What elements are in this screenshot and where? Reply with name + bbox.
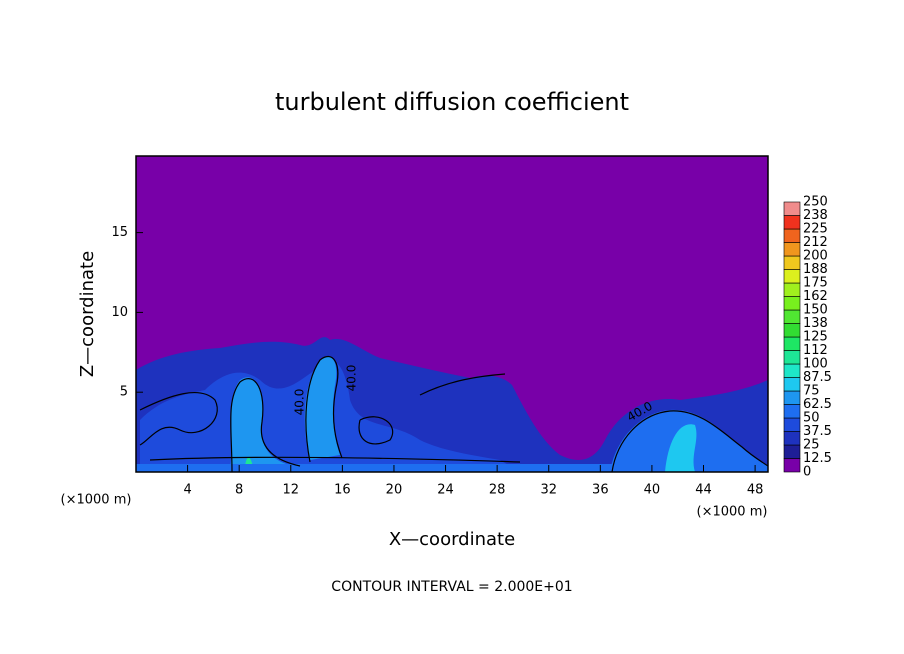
y-tick-label: 10 <box>111 305 128 320</box>
colorbar-label: 75 <box>803 384 820 399</box>
colorbar-label: 150 <box>803 303 828 318</box>
field <box>136 156 769 473</box>
y-tick-label: 5 <box>120 385 128 400</box>
colorbar-label: 62.5 <box>803 397 832 412</box>
y-tick-label: 15 <box>111 225 128 240</box>
colorbar-bin <box>783 363 801 378</box>
x-tick-label: 44 <box>695 483 712 498</box>
colorbar-bin <box>783 458 801 473</box>
colorbar-bin <box>783 323 801 338</box>
colorbar-label: 162 <box>803 289 828 304</box>
x-tick-label: 32 <box>540 483 557 498</box>
chart-title: turbulent diffusion coefficient <box>275 88 629 116</box>
x-tick-label: 8 <box>235 483 243 498</box>
colorbar-bin <box>783 242 801 257</box>
colorbar-label: 238 <box>803 208 828 223</box>
colorbar-bin <box>783 350 801 365</box>
colorbar-label: 0 <box>803 465 811 480</box>
colorbar-label: 200 <box>803 249 828 264</box>
light-region <box>230 377 300 472</box>
plot-frame <box>135 155 769 473</box>
colorbar-label: 25 <box>803 438 820 453</box>
colorbar-label: 87.5 <box>803 370 832 385</box>
light-region <box>136 464 656 472</box>
unit-label: (×1000 m) <box>61 493 132 508</box>
x-tick-label: 20 <box>386 483 403 498</box>
colorbar-label: 188 <box>803 262 828 277</box>
colorbar-label: 37.5 <box>803 424 832 439</box>
x-tick-label: 28 <box>489 483 506 498</box>
x-axis-label: X—coordinate <box>389 529 515 550</box>
colorbar-label: 250 <box>803 195 828 210</box>
colorbar-label: 50 <box>803 411 820 426</box>
x-tick-label: 12 <box>283 483 300 498</box>
x-tick-label: 48 <box>747 483 764 498</box>
colorbar-bin <box>783 282 801 297</box>
contour-label: 40.0 <box>345 365 359 392</box>
colorbar-bin <box>783 417 801 432</box>
colorbar-label: 125 <box>803 330 828 345</box>
colorbar-bin <box>783 309 801 324</box>
colorbar-bin <box>783 201 801 216</box>
y-axis-label: Z—coordinate <box>77 251 98 377</box>
colorbar-bin <box>783 336 801 351</box>
colorbar-label: 212 <box>803 235 828 250</box>
unit-label: (×1000 m) <box>697 505 768 520</box>
colorbar-bin <box>783 390 801 405</box>
colorbar-bin <box>783 228 801 243</box>
x-tick-label: 36 <box>592 483 609 498</box>
colorbar-bin <box>783 255 801 270</box>
colorbar-bin <box>783 431 801 446</box>
x-tick-label: 24 <box>437 483 454 498</box>
colorbar-label: 100 <box>803 357 828 372</box>
colorbar-bin <box>783 269 801 284</box>
colorbar-bin <box>783 377 801 392</box>
cyan-region <box>665 424 697 472</box>
colorbar-label: 112 <box>803 343 828 358</box>
footer: CONTOUR INTERVAL = 2.000E+01 <box>331 579 572 595</box>
colorbar-label: 225 <box>803 222 828 237</box>
colorbar-label: 138 <box>803 316 828 331</box>
x-tick-label: 16 <box>334 483 351 498</box>
colorbar-bin <box>783 444 801 459</box>
colorbar-bin <box>783 215 801 230</box>
colorbar-label: 175 <box>803 276 828 291</box>
colorbar-label: 12.5 <box>803 451 832 466</box>
x-tick-label: 40 <box>644 483 661 498</box>
light-region <box>304 356 340 460</box>
colorbar-bin <box>783 296 801 311</box>
contour-label: 40.0 <box>293 389 307 416</box>
x-tick-label: 4 <box>183 483 191 498</box>
colorbar-bin <box>783 404 801 419</box>
